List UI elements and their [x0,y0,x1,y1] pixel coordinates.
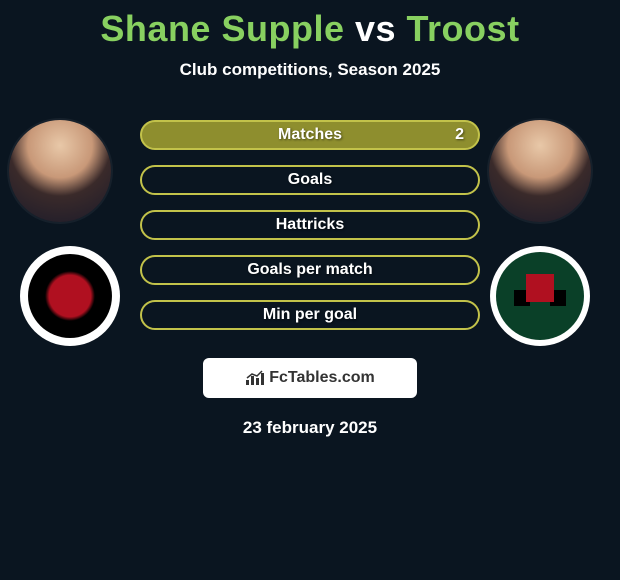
stat-bar-hattricks: Hattricks [140,210,480,240]
stat-label: Goals [288,171,332,189]
brand-text: FcTables.com [269,369,375,387]
vs-text: vs [355,8,396,49]
comparison-content: Matches 2 Goals Hattricks Goals per matc… [0,120,620,350]
stat-label: Goals per match [247,261,372,279]
player2-avatar [489,120,591,222]
stat-count: 2 [455,126,464,144]
stat-bar-matches: Matches 2 [140,120,480,150]
page-title: Shane Supple vs Troost [0,0,620,50]
player1-club-badge [20,246,120,346]
stat-bar-gpm: Goals per match [140,255,480,285]
player1-name: Shane Supple [100,8,344,49]
subtitle: Club competitions, Season 2025 [0,60,620,80]
stat-label: Hattricks [276,216,344,234]
stat-label: Matches [278,126,342,144]
stat-bars: Matches 2 Goals Hattricks Goals per matc… [140,120,480,345]
player2-club-badge [490,246,590,346]
player1-avatar [9,120,111,222]
stat-label: Min per goal [263,306,357,324]
stat-bar-mpg: Min per goal [140,300,480,330]
brand-chart-icon [245,370,265,386]
player2-name: Troost [407,8,520,49]
brand-badge: FcTables.com [203,358,417,398]
snapshot-date: 23 february 2025 [0,418,620,438]
stat-bar-goals: Goals [140,165,480,195]
